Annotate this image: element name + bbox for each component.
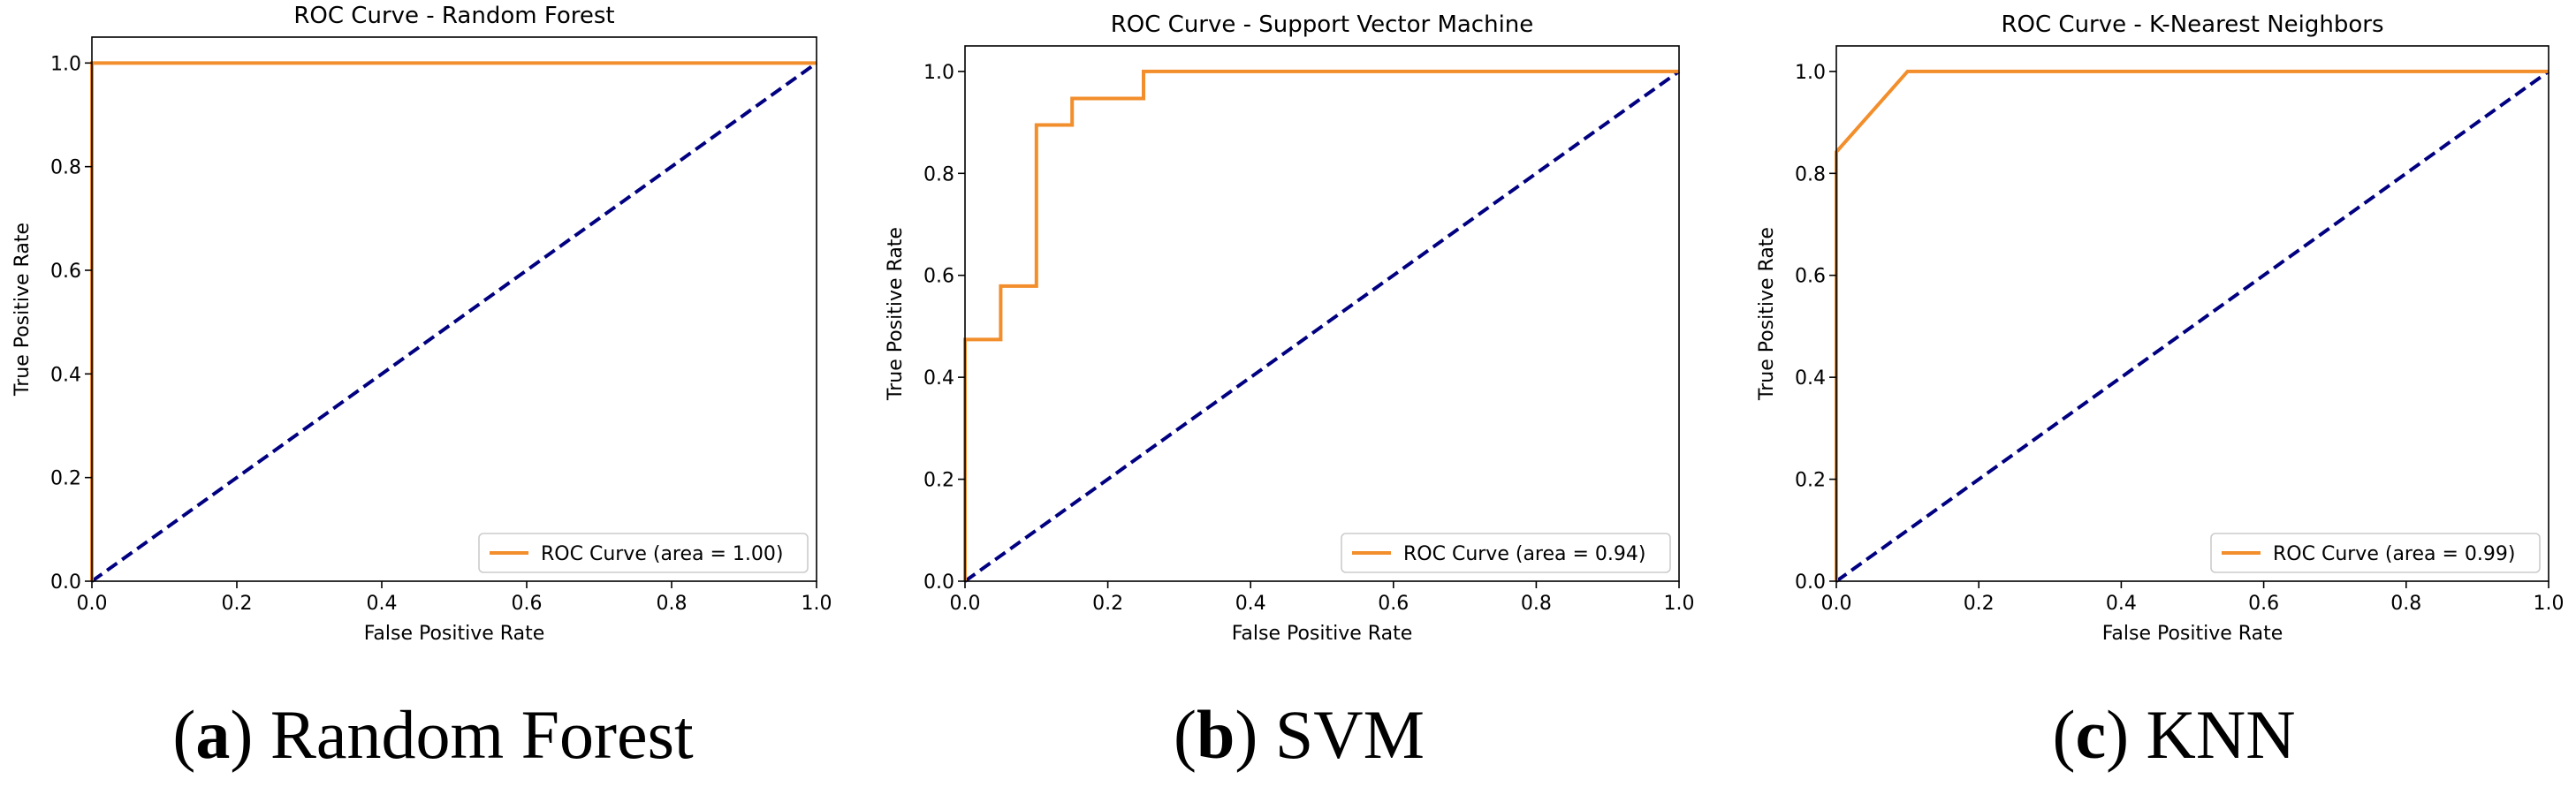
- y-tick-label: 0.8: [50, 157, 81, 179]
- y-tick-label: 0.6: [923, 266, 954, 288]
- y-tick-label: 0.4: [50, 364, 81, 386]
- subfigure-caption: (b) SVM: [1174, 696, 1425, 773]
- x-tick-label: 0.8: [1521, 593, 1552, 615]
- chart-title: ROC Curve - Support Vector Machine: [1111, 11, 1534, 38]
- y-tick-label: 0.2: [50, 468, 81, 490]
- x-tick-label: 0.8: [2390, 593, 2421, 615]
- caption-letter: c: [2075, 696, 2106, 773]
- legend-label: ROC Curve (area = 0.94): [1403, 543, 1645, 565]
- legend-box: [2210, 533, 2541, 573]
- caption-close-paren: ): [1235, 696, 1274, 773]
- y-tick-label: 1.0: [50, 53, 81, 75]
- legend-box: [1341, 533, 1671, 573]
- caption-text: KNN: [2147, 696, 2296, 773]
- chance-diagonal-line: [90, 61, 818, 583]
- y-tick-label: 1.0: [1795, 62, 1826, 84]
- x-tick-label: 1.0: [802, 593, 832, 615]
- x-tick-label: 0.2: [1964, 593, 1995, 615]
- caption-open-paren: (: [2052, 696, 2075, 773]
- x-tick-label: 0.4: [2106, 593, 2137, 615]
- y-tick-label: 0.0: [923, 571, 954, 594]
- y-axis-label: True Positive Rate: [1756, 227, 1778, 401]
- x-axis-label: False Positive Rate: [364, 623, 544, 645]
- legend: ROC Curve (area = 1.00): [478, 533, 809, 573]
- y-tick-label: 1.0: [923, 62, 954, 84]
- caption-close-paren: ): [2106, 696, 2146, 773]
- roc-panel-c: ROC Curve - K-Nearest Neighbors 0.0 0.2 0.4…: [1756, 11, 2565, 773]
- caption-close-paren: ): [230, 696, 270, 773]
- x-axis-label: False Positive Rate: [1232, 623, 1412, 645]
- y-tick-label: 0.0: [1795, 571, 1826, 594]
- plot-frame: [964, 45, 1680, 582]
- x-tick-label: 0.6: [512, 593, 543, 615]
- x-tick-label: 1.0: [1664, 593, 1695, 615]
- y-axis-label: True Positive Rate: [885, 227, 907, 401]
- y-tick-label: 0.8: [1795, 163, 1826, 185]
- roc-curve-line: [963, 69, 1679, 581]
- x-tick-label: 0.6: [2248, 593, 2279, 615]
- x-tick-label: 0.2: [1092, 593, 1123, 615]
- x-tick-label: 0.0: [77, 593, 108, 615]
- caption-open-paren: (: [172, 696, 195, 773]
- x-tick-label: 0.8: [657, 593, 688, 615]
- plot-frame: [1835, 45, 2549, 582]
- y-tick-label: 0.6: [50, 261, 81, 283]
- caption-text: Random Forest: [270, 696, 694, 773]
- x-tick-label: 0.0: [950, 593, 981, 615]
- legend-label: ROC Curve (area = 0.99): [2273, 543, 2515, 565]
- chance-diagonal-line: [963, 70, 1681, 583]
- y-tick-label: 0.6: [1795, 266, 1826, 288]
- roc-panel-a: ROC Curve - Random Forest 0.0 0.2 0.4 0.6 0.8…: [11, 3, 832, 773]
- legend-box: [478, 533, 809, 573]
- x-tick-label: 0.0: [1821, 593, 1852, 615]
- x-tick-label: 0.4: [1235, 593, 1266, 615]
- x-axis-label: False Positive Rate: [2102, 623, 2283, 645]
- y-tick-label: 0.8: [923, 163, 954, 185]
- legend: ROC Curve (area = 0.99): [2210, 533, 2541, 573]
- y-tick-label: 0.2: [923, 470, 954, 492]
- chart-title: ROC Curve - Random Forest: [293, 3, 614, 29]
- legend: ROC Curve (area = 0.94): [1341, 533, 1671, 573]
- subfigure-caption: (c) KNN: [2052, 696, 2295, 773]
- x-tick-label: 0.4: [367, 593, 398, 615]
- x-tick-label: 1.0: [2534, 593, 2565, 615]
- subfigure-caption: (a) Random Forest: [172, 696, 694, 773]
- y-tick-label: 0.0: [50, 571, 81, 594]
- x-tick-label: 0.6: [1378, 593, 1409, 615]
- x-tick-label: 0.2: [222, 593, 253, 615]
- plot-frame: [91, 36, 817, 582]
- caption-open-paren: (: [1174, 696, 1197, 773]
- caption-letter: a: [195, 696, 230, 773]
- y-axis-label: True Positive Rate: [11, 223, 34, 397]
- chance-diagonal-line: [1835, 70, 2550, 583]
- y-tick-label: 0.4: [923, 367, 954, 390]
- y-tick-label: 0.2: [1795, 470, 1826, 492]
- legend-label: ROC Curve (area = 1.00): [541, 543, 783, 565]
- caption-text: SVM: [1275, 696, 1425, 773]
- y-tick-label: 0.4: [1795, 367, 1826, 390]
- roc-panel-b: ROC Curve - Support Vector Machine 0.0 0.2…: [885, 11, 1695, 773]
- caption-letter: b: [1197, 696, 1235, 773]
- chart-title: ROC Curve - K-Nearest Neighbors: [2001, 11, 2383, 38]
